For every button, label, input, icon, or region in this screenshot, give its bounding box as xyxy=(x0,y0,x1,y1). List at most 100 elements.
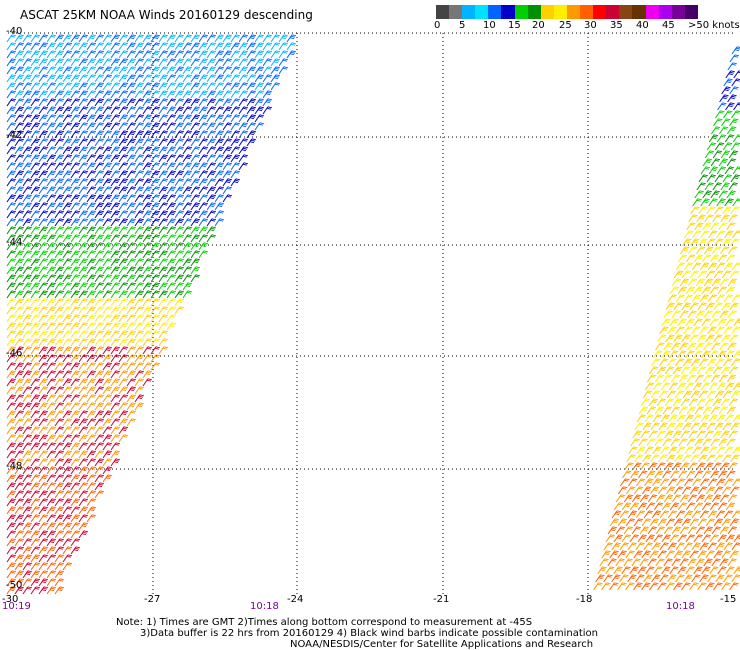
wind-barb xyxy=(38,258,49,267)
wind-barb xyxy=(246,106,257,115)
wind-barb xyxy=(6,474,17,483)
wind-barb xyxy=(174,290,185,299)
wind-barb xyxy=(727,558,737,567)
wind-barb xyxy=(214,114,225,123)
scale-swatch xyxy=(632,5,646,19)
wind-barb xyxy=(86,34,97,43)
wind-barb xyxy=(62,322,73,331)
wind-barb xyxy=(719,310,729,319)
wind-barb xyxy=(683,326,693,335)
wind-barb xyxy=(30,98,41,107)
wind-barb xyxy=(22,82,33,91)
wind-barb xyxy=(78,194,89,203)
wind-barb xyxy=(102,434,113,443)
scale-swatch xyxy=(566,5,581,19)
wind-barb xyxy=(22,410,33,419)
wind-barb xyxy=(702,374,713,383)
wind-barb xyxy=(134,170,145,179)
wind-barb xyxy=(648,366,659,375)
wind-barb xyxy=(726,470,736,479)
wind-barb xyxy=(54,354,65,363)
wind-barb xyxy=(62,90,73,99)
wind-barb xyxy=(94,378,105,387)
wind-barb xyxy=(657,582,667,591)
wind-barb xyxy=(14,130,25,139)
wind-barb xyxy=(166,50,177,59)
wind-barb xyxy=(627,542,637,551)
scale-swatch xyxy=(645,5,659,19)
wind-barb xyxy=(702,222,712,231)
wind-barb xyxy=(607,558,617,567)
wind-barb xyxy=(669,286,680,295)
wind-barb xyxy=(38,394,49,403)
wind-barb xyxy=(726,222,736,231)
wind-barb xyxy=(14,522,25,531)
wind-barb xyxy=(30,386,41,395)
wind-barb xyxy=(6,538,17,547)
wind-barb xyxy=(78,210,89,219)
wind-barb xyxy=(142,298,153,307)
wind-barb xyxy=(631,494,642,503)
wind-barb xyxy=(724,446,734,455)
wind-barb xyxy=(638,438,648,447)
wind-barb xyxy=(14,458,25,467)
wind-barb xyxy=(713,302,723,311)
wind-barb xyxy=(174,122,185,131)
wind-barb xyxy=(86,138,97,147)
wind-barb xyxy=(46,554,57,563)
wind-barb xyxy=(38,202,49,211)
wind-barb xyxy=(38,442,49,451)
wind-barb xyxy=(150,202,161,211)
wind-barb xyxy=(54,586,65,595)
wind-barb xyxy=(70,122,81,131)
wind-barb xyxy=(729,518,740,527)
wind-barb xyxy=(230,178,241,187)
wind-barb xyxy=(158,130,169,139)
wind-barb xyxy=(86,202,97,211)
wind-barb xyxy=(198,58,209,67)
wind-barb xyxy=(62,314,73,323)
wind-barb xyxy=(659,326,669,335)
wind-barb xyxy=(102,346,113,355)
wind-barb xyxy=(724,478,734,487)
wind-barb xyxy=(38,378,49,387)
wind-barb xyxy=(94,98,105,107)
wind-barb xyxy=(658,358,669,367)
wind-barb xyxy=(286,50,297,59)
wind-barb xyxy=(38,146,49,155)
wind-barb xyxy=(70,66,81,75)
wind-barb xyxy=(70,378,81,387)
wind-barb xyxy=(174,106,185,115)
wind-barb xyxy=(238,106,249,115)
wind-barb xyxy=(6,578,17,587)
wind-barb xyxy=(94,154,105,163)
wind-barb xyxy=(714,142,725,151)
wind-barb xyxy=(118,122,129,131)
wind-barb xyxy=(94,186,105,195)
wind-barb xyxy=(70,58,81,67)
wind-barb xyxy=(730,142,740,151)
wind-barb xyxy=(166,122,177,131)
wind-barb xyxy=(30,106,41,115)
wind-barb xyxy=(78,74,89,83)
wind-barb xyxy=(214,90,225,99)
wind-barb xyxy=(673,334,683,343)
wind-barb xyxy=(22,34,33,43)
wind-barb xyxy=(198,90,209,99)
wind-barb xyxy=(30,50,41,59)
wind-barb xyxy=(713,238,724,247)
wind-barb xyxy=(222,170,233,179)
wind-barb xyxy=(605,566,615,575)
wind-barb xyxy=(230,98,241,107)
wind-barb xyxy=(726,374,737,383)
wind-barb xyxy=(684,446,694,455)
wind-barb xyxy=(86,442,97,451)
wind-barb xyxy=(118,106,129,115)
wind-barb xyxy=(665,302,675,311)
wind-barb xyxy=(110,458,121,467)
wind-barb xyxy=(702,470,712,479)
wind-barb xyxy=(691,510,702,519)
wind-barb xyxy=(721,86,731,95)
wind-barb xyxy=(46,410,57,419)
wind-barb xyxy=(728,118,739,127)
